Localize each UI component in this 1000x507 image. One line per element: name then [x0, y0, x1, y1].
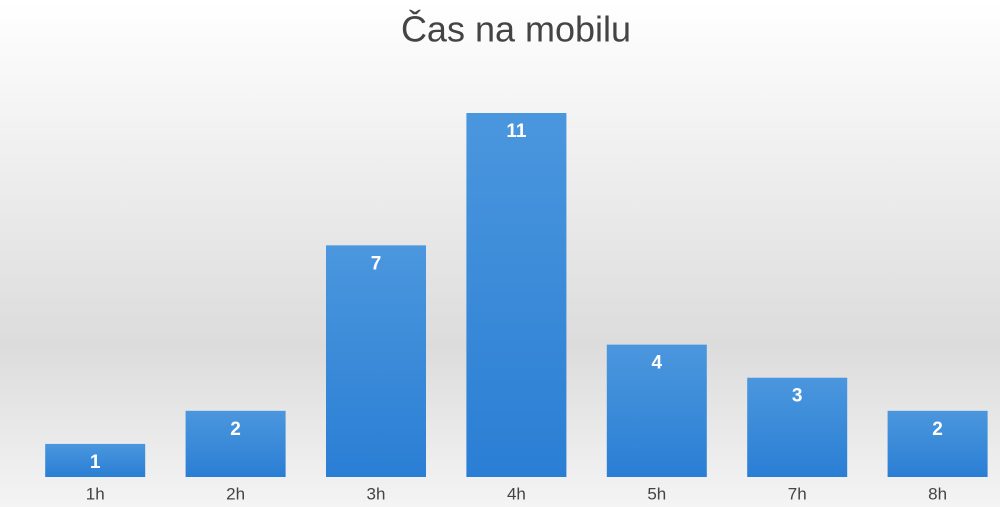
data-label: 3 — [792, 386, 803, 407]
x-tick-label: 5h — [647, 484, 666, 503]
x-tick-label: 4h — [507, 484, 526, 503]
bar — [185, 410, 286, 477]
x-tick-label: 8h — [928, 484, 947, 503]
bar — [466, 113, 567, 477]
x-tick-label: 3h — [367, 484, 386, 503]
x-tick-label: 1h — [86, 484, 105, 503]
x-tick-label: 2h — [226, 484, 245, 503]
data-label: 4 — [652, 353, 663, 374]
bar — [747, 377, 848, 477]
bar — [887, 410, 988, 477]
chart-title: Čas na mobilu — [401, 9, 631, 50]
data-label: 7 — [371, 253, 382, 274]
data-label: 1 — [90, 452, 101, 473]
data-label: 11 — [506, 121, 527, 142]
x-tick-label: 7h — [788, 484, 807, 503]
bar — [326, 245, 426, 477]
data-label: 2 — [932, 419, 943, 440]
bar — [45, 443, 146, 477]
bar — [606, 344, 707, 477]
data-label: 2 — [230, 419, 241, 440]
